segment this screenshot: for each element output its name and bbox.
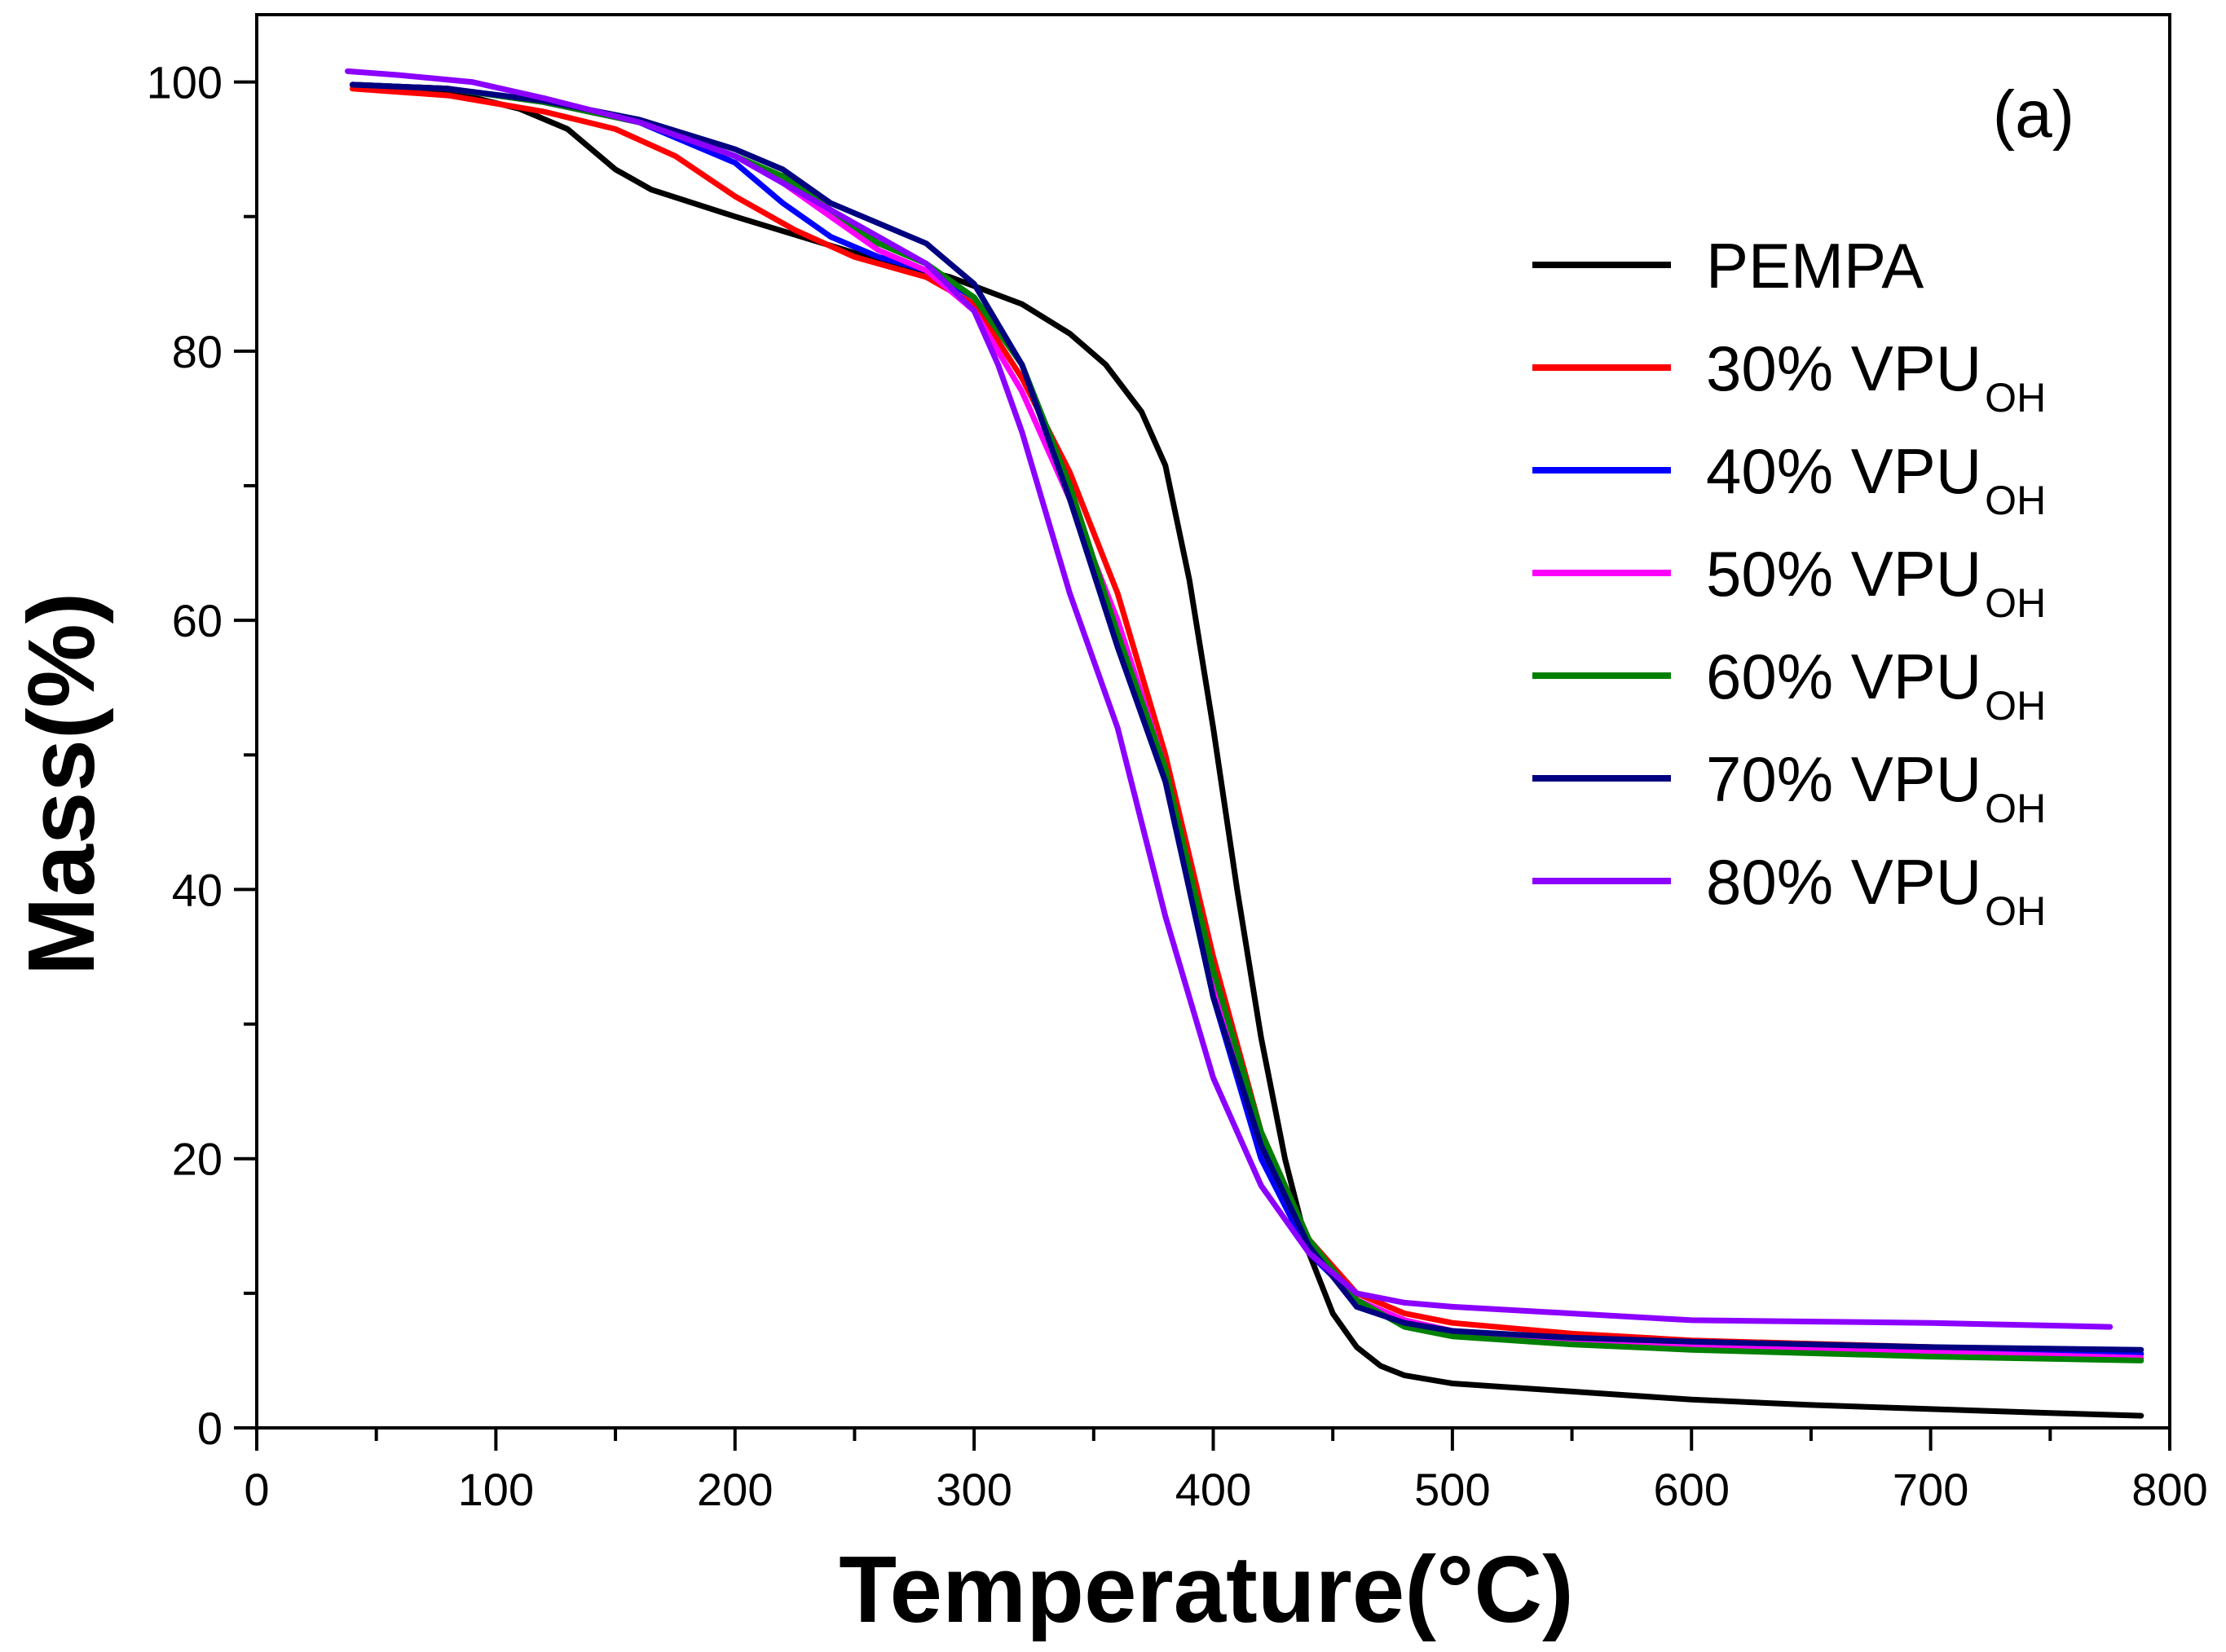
legend-item: 80% VPUOH — [1532, 846, 2046, 934]
legend-item: 30% VPUOH — [1532, 333, 2046, 421]
legend-label-subscript: OH — [1985, 888, 2046, 934]
panel-label: (a) — [1993, 77, 2074, 152]
legend-label-main: PEMPA — [1706, 230, 1924, 302]
x-tick-label: 800 — [2131, 1464, 2207, 1515]
y-tick-label: 40 — [172, 864, 223, 915]
y-tick-label: 60 — [172, 595, 223, 646]
legend-item: 50% VPUOH — [1532, 538, 2046, 626]
legend-label-main: 60% VPU — [1706, 641, 1981, 712]
series-lines — [345, 68, 2144, 1419]
tick-labels: 0 100 200 300 400 500 600 700 800 0 20 40 60 80 100 — [147, 57, 2208, 1515]
legend-label-subscript: OH — [1985, 375, 2046, 421]
legend-label: 70% VPUOH — [1706, 743, 2046, 831]
x-tick-label: 500 — [1414, 1464, 1490, 1515]
x-tick-label: 700 — [1893, 1464, 1968, 1515]
legend-label: 30% VPUOH — [1706, 333, 2046, 421]
legend-label: 80% VPUOH — [1706, 846, 2046, 934]
x-tick-label: 200 — [697, 1464, 773, 1515]
series-line-2 — [349, 86, 2144, 1357]
x-tick-label: 0 — [244, 1464, 269, 1515]
legend-label: 40% VPUOH — [1706, 435, 2046, 523]
legend-label: 60% VPUOH — [1706, 641, 2046, 729]
legend-item: PEMPA — [1532, 230, 1924, 302]
legend-label-main: 70% VPU — [1706, 743, 1981, 815]
y-tick-label: 20 — [172, 1134, 223, 1185]
series-line-1 — [349, 81, 2144, 1419]
x-tick-label: 400 — [1175, 1464, 1251, 1515]
legend-label-subscript: OH — [1985, 683, 2046, 729]
x-tick-label: 100 — [458, 1464, 534, 1515]
y-tick-label: 0 — [197, 1403, 223, 1454]
legend-item: 40% VPUOH — [1532, 435, 2046, 523]
legend-label-main: 30% VPU — [1706, 333, 1981, 404]
legend-label-subscript: OH — [1985, 580, 2046, 626]
legend-label-subscript: OH — [1985, 786, 2046, 831]
series-line-7 — [345, 68, 2114, 1330]
y-tick-label: 100 — [147, 57, 223, 108]
legend-label: 50% VPUOH — [1706, 538, 2046, 626]
axis-ticks — [234, 80, 2171, 1451]
x-tick-label: 300 — [936, 1464, 1012, 1515]
legend-label-main: 50% VPU — [1706, 538, 1981, 610]
x-tick-label: 600 — [1654, 1464, 1730, 1515]
legend-item: 60% VPUOH — [1532, 641, 2046, 729]
legend-label-subscript: OH — [1985, 478, 2046, 523]
legend-label-main: 80% VPU — [1706, 846, 1981, 918]
series-line-6 — [349, 81, 2144, 1353]
y-tick-label: 80 — [172, 326, 223, 377]
x-axis-title: Temperature(°C) — [839, 1536, 1574, 1642]
legend-label: PEMPA — [1706, 230, 1924, 302]
legend-item: 70% VPUOH — [1532, 743, 2046, 831]
y-axis-title: Mass(%) — [8, 593, 114, 976]
legend-label-main: 40% VPU — [1706, 435, 1981, 507]
